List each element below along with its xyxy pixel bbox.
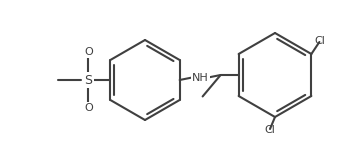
Text: O: O bbox=[84, 103, 93, 113]
Text: Cl: Cl bbox=[314, 36, 325, 46]
Text: S: S bbox=[84, 73, 92, 87]
Text: O: O bbox=[84, 47, 93, 57]
Text: NH: NH bbox=[192, 72, 209, 83]
Text: Cl: Cl bbox=[264, 125, 275, 135]
